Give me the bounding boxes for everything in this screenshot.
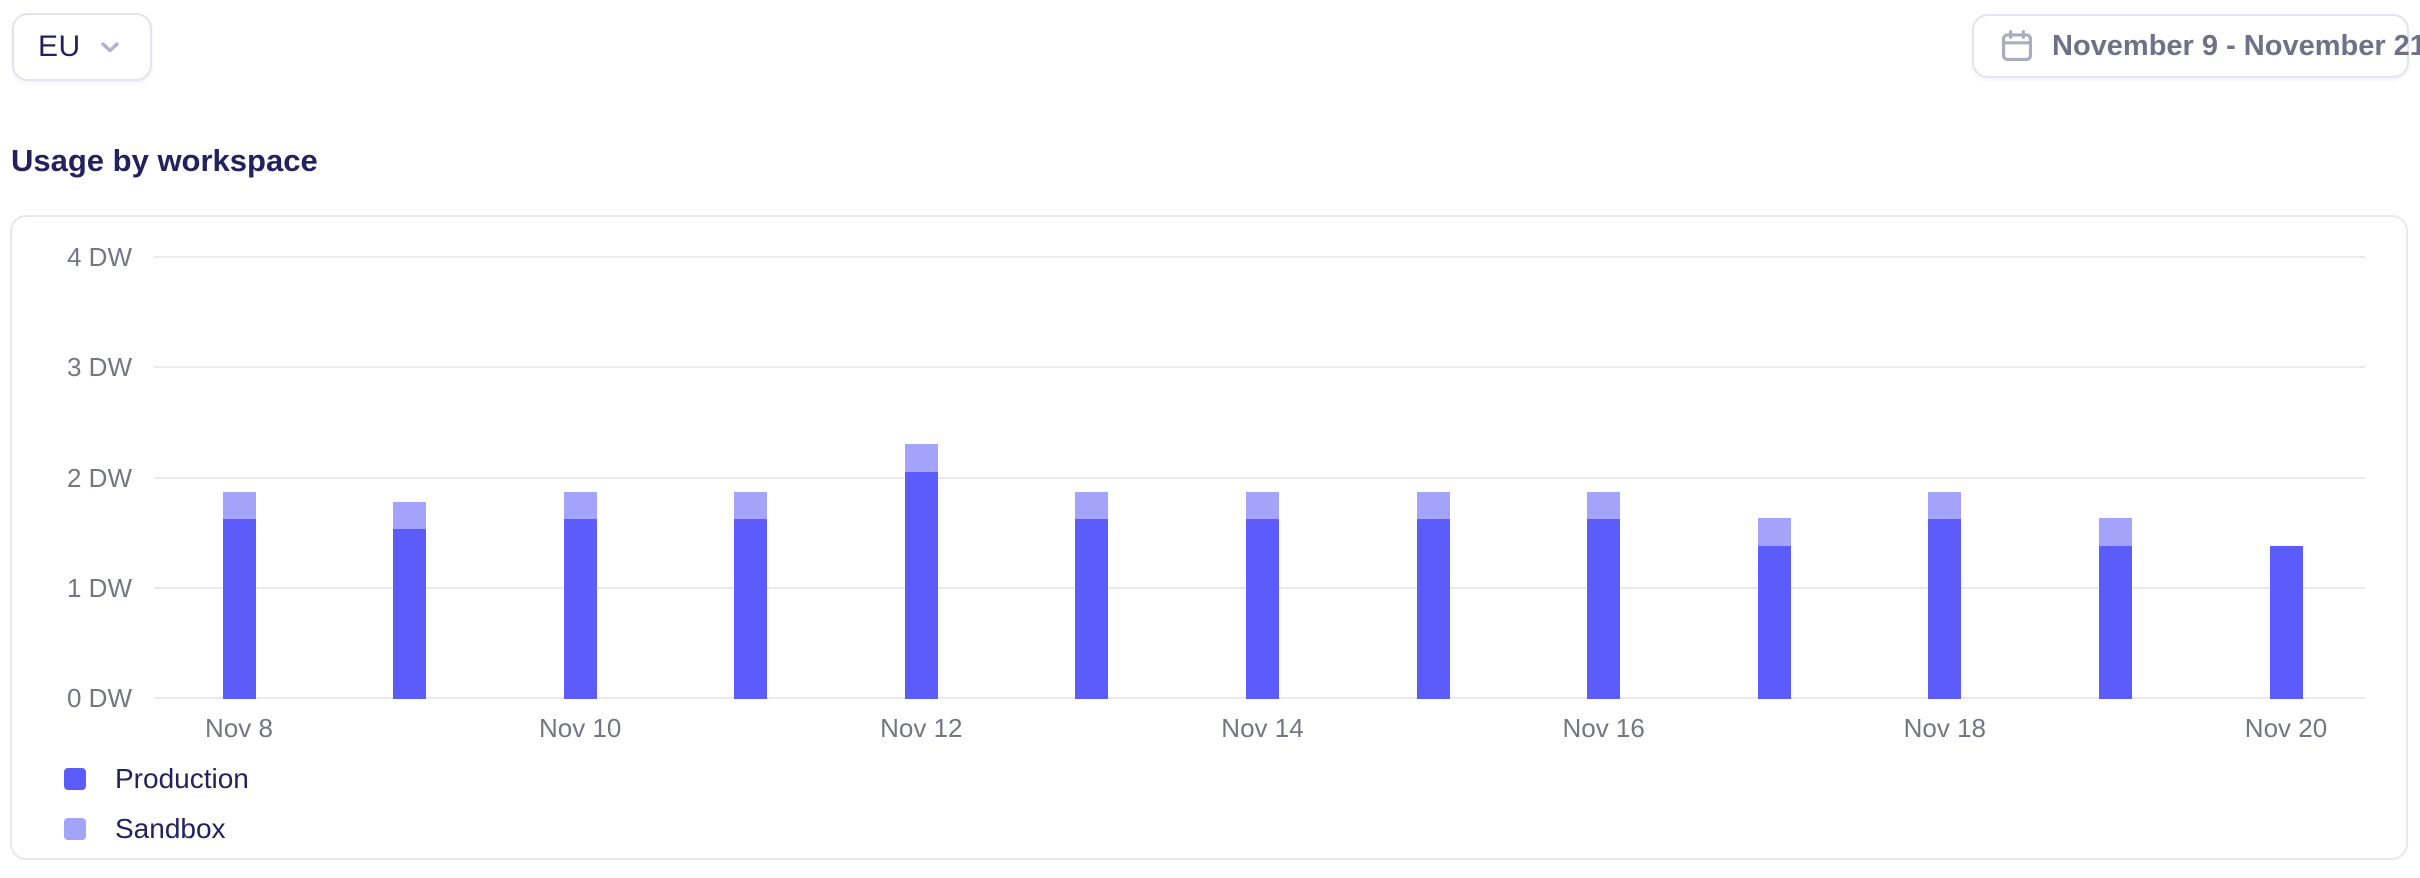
bar-segment-sandbox[interactable]	[1757, 518, 1791, 546]
date-range-button[interactable]: November 9 - November 21	[1972, 14, 2420, 78]
usage-by-workspace-chart-card: 0 DW 1 DW 2 DW 3 DW 4 DW Nov 8 Nov 10 Nov 12 Nov…	[10, 215, 2408, 860]
region-selector-value: EU	[38, 30, 81, 63]
bar-segment-production[interactable]	[393, 529, 427, 699]
legend-label-production: Production	[115, 763, 249, 794]
bar-segment-production[interactable]	[1928, 519, 1962, 699]
y-axis-tick-label: 3 DW	[67, 352, 132, 383]
sandbox-swatch-icon	[64, 818, 86, 840]
x-axis-tick-label: Nov 10	[538, 713, 622, 743]
x-axis-tick-label: Nov 18	[1903, 713, 1987, 743]
bar-segment-sandbox[interactable]	[1416, 491, 1450, 520]
bar-segment-production[interactable]	[1416, 519, 1450, 699]
x-axis-tick-label: Nov 12	[880, 713, 963, 743]
production-swatch-icon	[64, 768, 86, 790]
bar-segment-sandbox[interactable]	[563, 491, 597, 520]
page-title: Usage by workspace	[11, 143, 318, 178]
bar-segment-production[interactable]	[1757, 545, 1791, 699]
bar-segment-sandbox[interactable]	[1587, 491, 1621, 520]
gridline	[154, 476, 2365, 479]
bar-segment-sandbox[interactable]	[1075, 491, 1109, 520]
y-axis-tick-label: 2 DW	[67, 462, 132, 493]
calendar-icon	[1998, 27, 2036, 65]
bar-segment-sandbox[interactable]	[904, 444, 938, 472]
date-range-label: November 9 - November 21	[2052, 29, 2420, 62]
region-selector-button[interactable]: EU	[12, 13, 152, 81]
x-axis-tick-label: Nov 20	[2244, 713, 2328, 743]
bar-segment-sandbox[interactable]	[222, 491, 256, 520]
bar-segment-sandbox[interactable]	[2098, 518, 2132, 546]
legend-item-sandbox: Sandbox	[64, 811, 249, 847]
bar-segment-production[interactable]	[222, 519, 256, 699]
bar-segment-production[interactable]	[1246, 519, 1279, 699]
bar-segment-production[interactable]	[2098, 545, 2132, 699]
bar-segment-production[interactable]	[1075, 519, 1109, 699]
legend-label-sandbox: Sandbox	[115, 813, 226, 844]
bar-segment-sandbox[interactable]	[1928, 491, 1962, 520]
bar-segment-sandbox[interactable]	[734, 491, 768, 520]
gridline	[154, 366, 2365, 369]
y-axis-tick-label: 0 DW	[67, 683, 132, 713]
legend-item-production: Production	[64, 761, 249, 797]
bar-segment-production[interactable]	[2269, 545, 2303, 699]
bar-segment-sandbox[interactable]	[393, 501, 427, 530]
bar-segment-production[interactable]	[734, 519, 768, 699]
y-axis-tick-label: 1 DW	[67, 572, 132, 603]
gridline	[154, 256, 2365, 258]
bar-segment-sandbox[interactable]	[1246, 491, 1279, 520]
x-axis-tick-label: Nov 14	[1221, 713, 1304, 743]
bar-segment-production[interactable]	[563, 519, 597, 699]
x-axis-tick-label: Nov 16	[1562, 713, 1645, 743]
y-axis-tick-label: 4 DW	[67, 242, 132, 272]
chart-plot-area: 0 DW 1 DW 2 DW 3 DW 4 DW Nov 8 Nov 10 Nov 12 Nov…	[12, 217, 2406, 858]
chevron-down-icon	[96, 33, 124, 61]
bar-segment-production[interactable]	[1587, 519, 1621, 699]
bar-segment-production[interactable]	[904, 471, 938, 699]
chart-legend: Production Sandbox	[64, 761, 249, 861]
x-axis-tick-label: Nov 8	[205, 713, 273, 743]
